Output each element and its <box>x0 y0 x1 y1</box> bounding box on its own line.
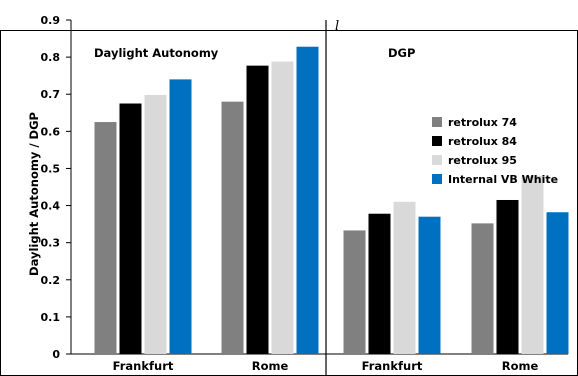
x-axis-labels: Frankfurt Rome Frankfurt Rome <box>113 359 539 373</box>
bar-retrolux-95-0 <box>144 94 167 354</box>
bar-retrolux-74-2 <box>343 230 366 354</box>
legend-entry-label: retrolux 74 <box>448 116 517 129</box>
bar-retrolux-74-3 <box>471 223 494 354</box>
y-tick-label: 0.2 <box>41 274 61 287</box>
bar-retrolux-95-2 <box>393 201 416 354</box>
bar-internal-vb-white-1 <box>296 46 319 354</box>
legend-entry-label: retrolux 95 <box>448 154 517 167</box>
legend-entry-label: retrolux 84 <box>448 135 517 148</box>
bar-retrolux-74-1 <box>221 101 244 355</box>
legend: retrolux 74 retrolux 84 retrolux 95 Interna… <box>432 116 558 186</box>
x-category-label: Rome <box>502 359 539 373</box>
bar-retrolux-84-1 <box>246 65 269 354</box>
y-tick-label: 0 <box>52 348 60 361</box>
legend-swatch <box>432 117 442 127</box>
y-axis-label: Daylight Autonomy / DGP <box>27 112 41 276</box>
bar-retrolux-84-0 <box>119 103 142 354</box>
bar-retrolux-95-1 <box>271 61 294 354</box>
bar-internal-vb-white-3 <box>546 212 569 354</box>
x-category-label: Frankfurt <box>362 359 423 373</box>
y-tick-label: 0.9 <box>41 14 61 27</box>
panel-title-daylight-autonomy: Daylight Autonomy <box>94 46 219 60</box>
legend-entry-label: Internal VB White <box>448 173 558 186</box>
y-tick-label: 0.6 <box>41 125 61 138</box>
bar-internal-vb-white-0 <box>169 79 192 354</box>
y-axis-ticks: 0 0.1 0.2 0.3 0.4 0.5 0.6 0.7 0.8 0.9 <box>41 14 71 361</box>
bar-retrolux-74-0 <box>94 122 117 354</box>
bar-series <box>94 46 569 355</box>
bar-retrolux-84-3 <box>496 199 519 354</box>
y-tick-label: 0.4 <box>41 200 61 213</box>
bar-internal-vb-white-2 <box>418 216 441 354</box>
bar-retrolux-95-3 <box>521 175 544 354</box>
y-tick-label: 0.3 <box>41 237 61 250</box>
x-category-label: Frankfurt <box>113 359 174 373</box>
x-category-label: Rome <box>252 359 289 373</box>
y-tick-label: 0.1 <box>41 311 61 324</box>
top-text-fragment: l <box>335 19 339 34</box>
bar-retrolux-84-2 <box>368 213 391 354</box>
y-tick-label: 0.8 <box>41 51 61 64</box>
y-tick-label: 0.5 <box>41 162 61 175</box>
y-tick-label: 0.7 <box>41 88 61 101</box>
legend-swatch <box>432 136 442 146</box>
legend-swatch <box>432 174 442 184</box>
legend-swatch <box>432 155 442 165</box>
panel-title-dgp: DGP <box>388 46 415 60</box>
